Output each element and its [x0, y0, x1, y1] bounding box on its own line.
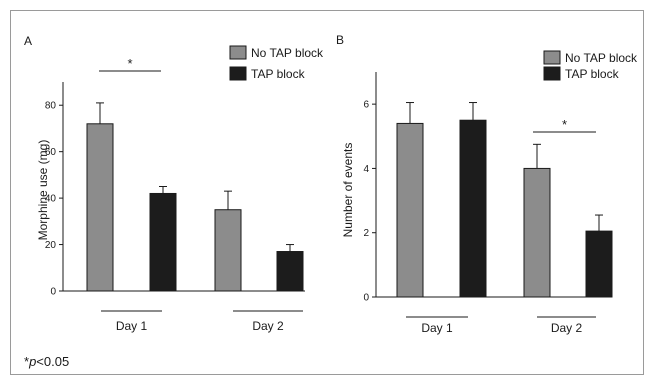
y-tick-label-b-0: 0	[363, 293, 369, 304]
legend-label-tap-b: TAP block	[565, 67, 620, 81]
y-axis-title-a: Morphine use (mg)	[36, 140, 50, 241]
footnote-threshold: <0.05	[36, 354, 69, 369]
bar-a-no-tap-day1	[86, 123, 114, 292]
panel-b: B Number of events No TAP block TAP bloc…	[336, 33, 638, 335]
panel-label-b: B	[336, 33, 344, 47]
y-axis-title-b: Number of events	[341, 143, 355, 238]
significance-star-b: *	[562, 117, 567, 132]
footnote-p: p	[28, 354, 36, 369]
x-category-label-b-day2: Day 2	[551, 321, 583, 335]
significance-star-a: *	[127, 56, 132, 71]
bar-a-tap-day1	[149, 192, 177, 292]
bar-b-tap-day1	[459, 119, 487, 298]
x-category-label-a-day2: Day 2	[252, 319, 284, 333]
legend-label-no-tap-b: No TAP block	[565, 51, 638, 65]
x-category-label-a-day1: Day 1	[116, 319, 148, 333]
y-tick-label-a-4: 80	[45, 101, 57, 112]
legend-swatch-no-tap-b	[543, 50, 561, 65]
footnote-star: *	[24, 354, 29, 369]
bar-a-no-tap-day2	[214, 209, 242, 292]
y-tick-label-a-2: 40	[45, 194, 57, 205]
legend-label-tap-a: TAP block	[251, 67, 306, 81]
legend-b: No TAP block TAP block	[543, 50, 638, 81]
x-category-label-b-day1: Day 1	[421, 321, 453, 335]
bar-b-no-tap-day1	[396, 122, 424, 298]
y-tick-label-b-3: 6	[363, 100, 369, 111]
legend-label-no-tap-a: No TAP block	[251, 46, 324, 60]
y-tick-label-a-3: 60	[45, 147, 57, 158]
legend-a: No TAP block TAP block	[229, 45, 324, 81]
bar-b-no-tap-day2	[523, 167, 551, 298]
y-tick-label-a-1: 20	[45, 240, 57, 251]
y-tick-label-b-2: 4	[363, 164, 369, 175]
panel-a: A Morphine use (mg) No TAP block TAP blo…	[24, 34, 324, 333]
legend-swatch-no-tap-a	[229, 45, 247, 60]
legend-swatch-tap-a	[229, 66, 247, 81]
bar-b-tap-day2	[585, 230, 613, 298]
y-tick-label-a-0: 0	[50, 287, 56, 298]
panel-label-a: A	[24, 34, 32, 48]
y-tick-label-b-1: 2	[363, 228, 369, 239]
legend-swatch-tap-b	[543, 66, 561, 81]
axes-a: 0 20 40 60 80 Day 1 Day 2 *	[45, 56, 305, 333]
axes-b: 0 2 4 6 Day 1 Day 2 *	[363, 72, 613, 335]
bar-a-tap-day2	[276, 251, 304, 292]
footnote: *p<0.05	[24, 354, 69, 369]
